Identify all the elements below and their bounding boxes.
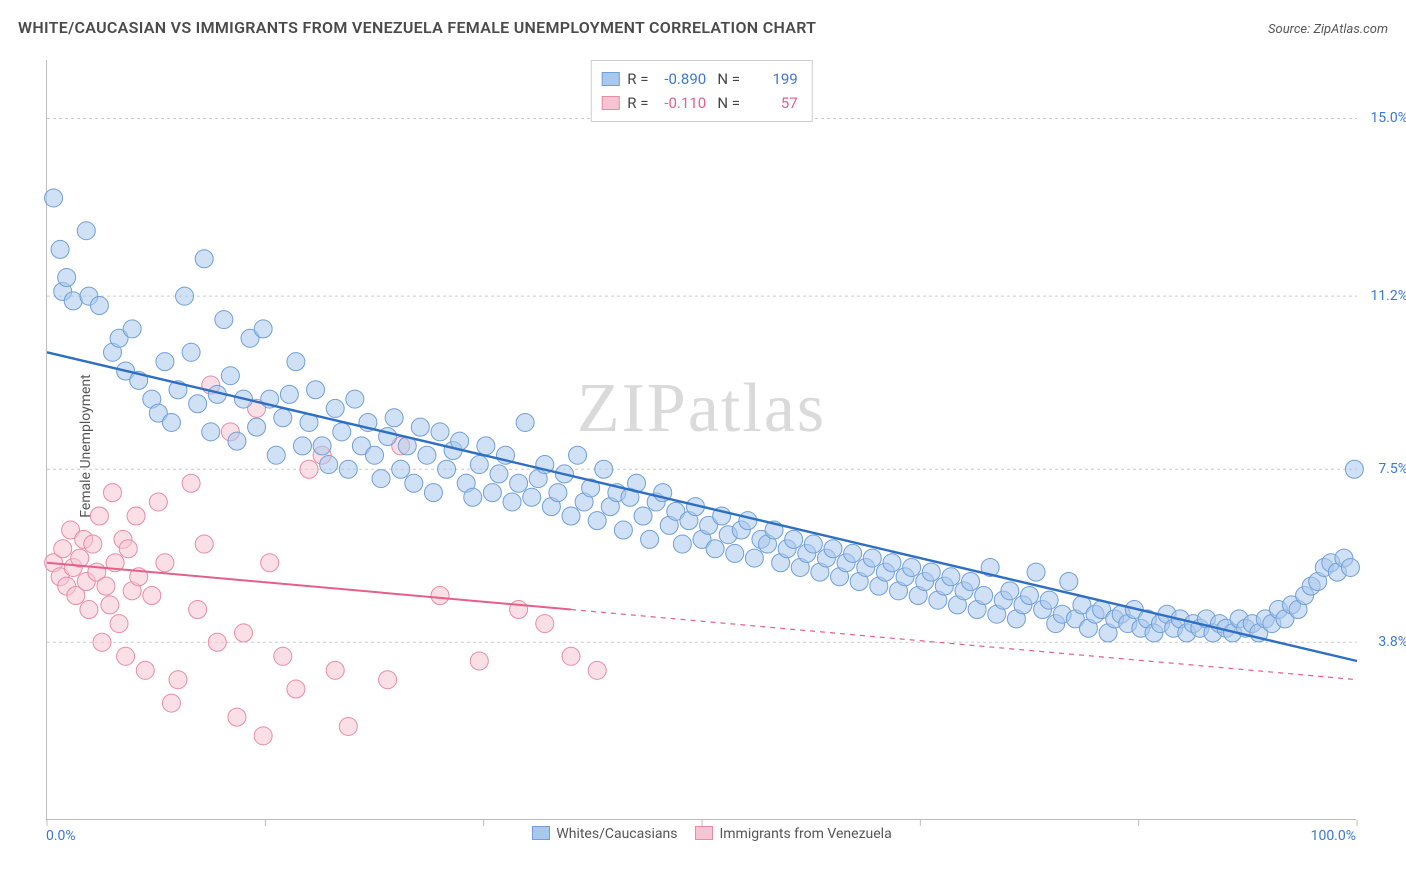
- chart-title: WHITE/CAUCASIAN VS IMMIGRANTS FROM VENEZ…: [18, 18, 816, 37]
- legend-swatch: [695, 826, 713, 840]
- legend-label: Whites/Caucasians: [556, 826, 677, 842]
- source-attribution: Source: ZipAtlas.com: [1268, 22, 1388, 37]
- y-tick-label: 7.5%: [1378, 461, 1406, 477]
- y-tick-label: 3.8%: [1378, 634, 1406, 650]
- legend-swatch: [532, 826, 550, 840]
- legend-label: Immigrants from Venezuela: [719, 826, 891, 842]
- correlation-legend: R = -0.890 N = 199R = -0.110 N = 57: [590, 60, 812, 122]
- legend-swatch: [601, 72, 619, 86]
- plot-area: ZIPatlas R = -0.890 N = 199R = -0.110 N …: [46, 60, 1356, 820]
- legend-row: R = -0.110 N = 57: [601, 91, 797, 115]
- legend-row: R = -0.890 N = 199: [601, 67, 797, 91]
- chart-svg: [47, 60, 1356, 819]
- legend-swatch: [601, 96, 619, 110]
- y-tick-label: 15.0%: [1370, 110, 1406, 126]
- series-legend: Whites/Caucasians Immigrants from Venezue…: [0, 826, 1406, 842]
- y-tick-label: 11.2%: [1370, 288, 1406, 304]
